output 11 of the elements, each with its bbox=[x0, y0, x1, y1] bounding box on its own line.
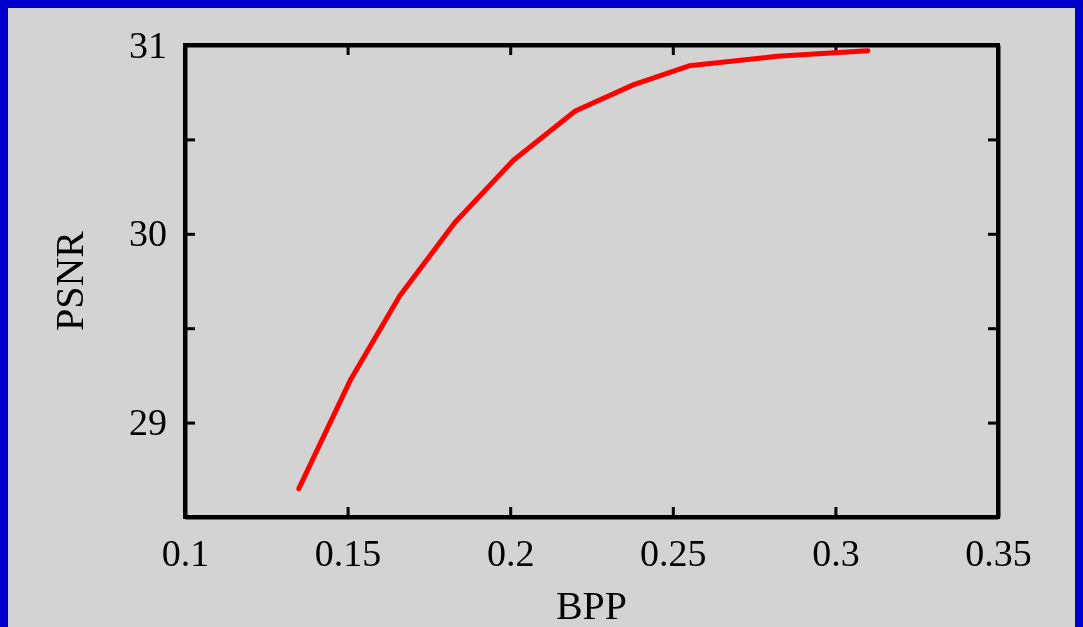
x-tick-label: 0.25 bbox=[640, 531, 707, 574]
x-tick-label: 0.3 bbox=[812, 531, 860, 574]
y-tick-label: 30 bbox=[129, 212, 167, 255]
x-tick-label: 0.1 bbox=[161, 531, 210, 574]
x-tick-label: 0.15 bbox=[314, 531, 382, 574]
x-tick-label: 0.2 bbox=[486, 531, 535, 574]
x-axis-title: BPP bbox=[555, 583, 628, 627]
x-tick-label: 0.35 bbox=[965, 531, 1032, 574]
y-tick-label: 29 bbox=[129, 401, 167, 444]
y-tick-label: 31 bbox=[129, 23, 167, 66]
y-axis-title: PSNR bbox=[47, 230, 92, 332]
